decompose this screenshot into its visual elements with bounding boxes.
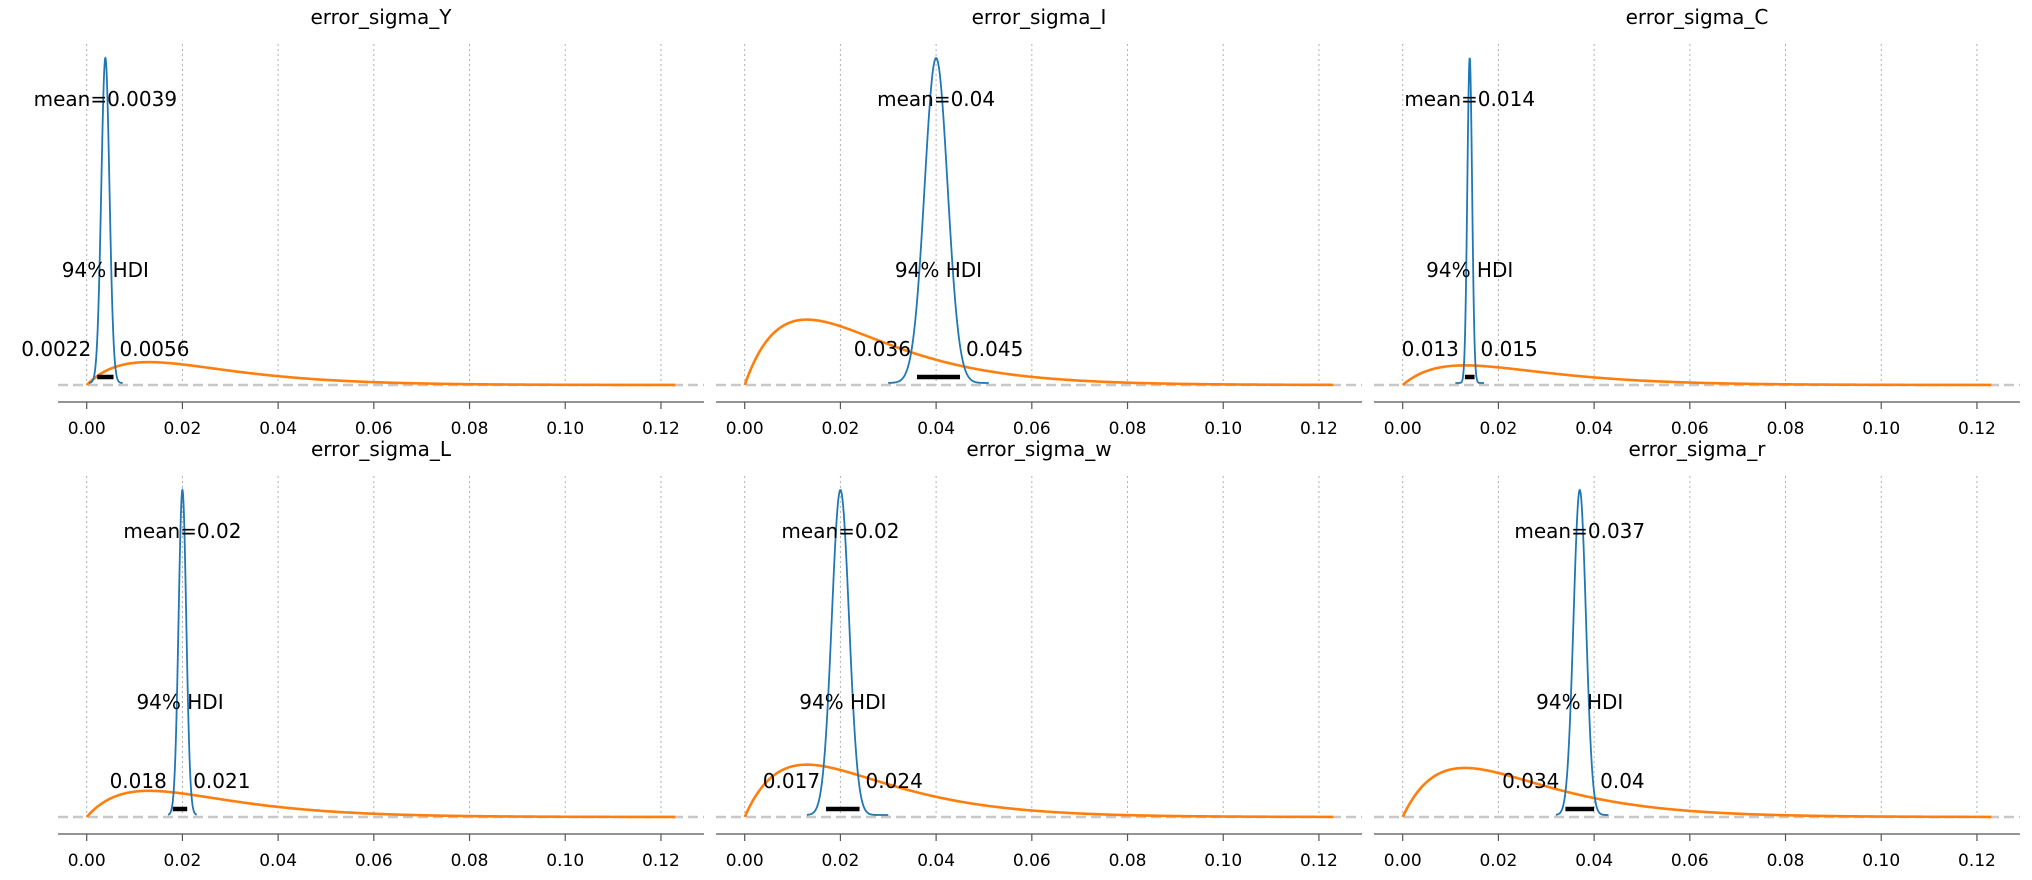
x-tick-label: 0.08 [1767,419,1805,439]
posterior-curve [88,56,123,384]
panel-error-sigma-Y: 0.00 0.02 0.04 0.06 0.08 0.10 0.12 error_sigma_… [21,5,704,439]
x-tick-label: 0.02 [821,419,859,439]
posterior-curve [806,489,889,816]
hdi-high-label: 0.024 [866,769,923,793]
panel-title: error_sigma_C [1626,5,1769,29]
panel-title: error_sigma_w [966,437,1111,461]
x-tick-label: 0.06 [1671,851,1709,871]
hdi-low-label: 0.013 [1402,337,1459,361]
panel-error-sigma-w: 0.00 0.02 0.04 0.06 0.08 0.10 0.12 error_sigma_… [716,437,1362,871]
x-tick-label: 0.00 [68,419,106,439]
hdi-high-label: 0.021 [193,769,250,793]
x-tick-label: 0.00 [1384,851,1422,871]
prior-curve [1401,766,1992,819]
mean-label: mean=0.02 [781,519,899,543]
x-tick-label: 0.02 [1479,419,1517,439]
hdi-low-label: 0.036 [854,337,911,361]
x-tick-label: 0.10 [1862,851,1900,871]
hdi-high-label: 0.015 [1480,337,1537,361]
hdi-low-label: 0.0022 [21,337,91,361]
panel-error-sigma-C: 0.00 0.02 0.04 0.06 0.08 0.10 0.12 error_sigma_… [1374,5,2020,439]
panel-title: error_sigma_r [1628,437,1766,461]
mean-label: mean=0.014 [1404,87,1535,111]
x-tick-label: 0.04 [1575,851,1613,871]
posterior-curve [888,57,989,384]
hdi-low-label: 0.018 [110,769,167,793]
x-tick-label: 0.04 [917,419,955,439]
prior-curve [743,318,1334,387]
x-tick-label: 0.06 [355,851,393,871]
mean-label: mean=0.04 [877,87,995,111]
posterior-curve [1555,488,1609,816]
panel-error-sigma-I: 0.00 0.02 0.04 0.06 0.08 0.10 0.12 error_sigma_… [716,5,1362,439]
mean-label: mean=0.037 [1514,519,1645,543]
prior-curve [85,360,676,387]
panel-error-sigma-L: 0.00 0.02 0.04 0.06 0.08 0.10 0.12 error_sigma_… [58,437,704,871]
hdi-label: 94% HDI [136,690,223,714]
x-tick-label: 0.00 [68,851,106,871]
x-tick-label: 0.08 [1109,419,1147,439]
x-tick-label: 0.02 [821,851,859,871]
x-tick-label: 0.12 [1300,419,1338,439]
hdi-high-label: 0.0056 [120,337,190,361]
panel-title: error_sigma_Y [310,5,452,29]
x-tick-label: 0.02 [163,851,201,871]
hdi-label: 94% HDI [895,258,982,282]
x-tick-label: 0.12 [1958,851,1996,871]
prior-curve [85,789,676,819]
hdi-low-label: 0.034 [1502,769,1559,793]
x-tick-label: 0.00 [726,851,764,871]
hdi-label: 94% HDI [62,258,149,282]
x-tick-label: 0.10 [546,419,584,439]
prior-curve [1401,364,1992,387]
hdi-label: 94% HDI [1536,690,1623,714]
x-tick-label: 0.00 [1384,419,1422,439]
posterior-curve [167,488,198,816]
x-tick-label: 0.08 [451,419,489,439]
x-tick-label: 0.12 [1300,851,1338,871]
x-tick-label: 0.02 [1479,851,1517,871]
x-tick-label: 0.10 [1204,851,1242,871]
mean-label: mean=0.0039 [34,87,177,111]
x-tick-label: 0.06 [1671,419,1709,439]
x-tick-label: 0.06 [1013,419,1051,439]
x-tick-label: 0.04 [259,851,297,871]
x-tick-label: 0.08 [451,851,489,871]
panel-title: error_sigma_I [972,5,1107,29]
hdi-label: 94% HDI [1426,258,1513,282]
x-tick-label: 0.06 [1013,851,1051,871]
x-tick-label: 0.10 [546,851,584,871]
x-tick-label: 0.10 [1204,419,1242,439]
panel-title: error_sigma_L [311,437,452,461]
mean-label: mean=0.02 [123,519,241,543]
posterior-curve [1455,57,1485,384]
prior-curve [743,763,1334,819]
x-tick-label: 0.10 [1862,419,1900,439]
hdi-low-label: 0.017 [763,769,820,793]
panel-error-sigma-r: 0.00 0.02 0.04 0.06 0.08 0.10 0.12 error_sigma_… [1374,437,2020,871]
x-tick-label: 0.04 [1575,419,1613,439]
x-tick-label: 0.12 [642,419,680,439]
x-tick-label: 0.06 [355,419,393,439]
x-tick-label: 0.00 [726,419,764,439]
x-tick-label: 0.08 [1109,851,1147,871]
hdi-label: 94% HDI [799,690,886,714]
hdi-high-label: 0.045 [966,337,1023,361]
x-tick-label: 0.08 [1767,851,1805,871]
x-tick-label: 0.04 [917,851,955,871]
x-tick-label: 0.12 [642,851,680,871]
x-tick-label: 0.04 [259,419,297,439]
x-tick-label: 0.02 [163,419,201,439]
x-tick-label: 0.12 [1958,419,1996,439]
hdi-high-label: 0.04 [1600,769,1645,793]
